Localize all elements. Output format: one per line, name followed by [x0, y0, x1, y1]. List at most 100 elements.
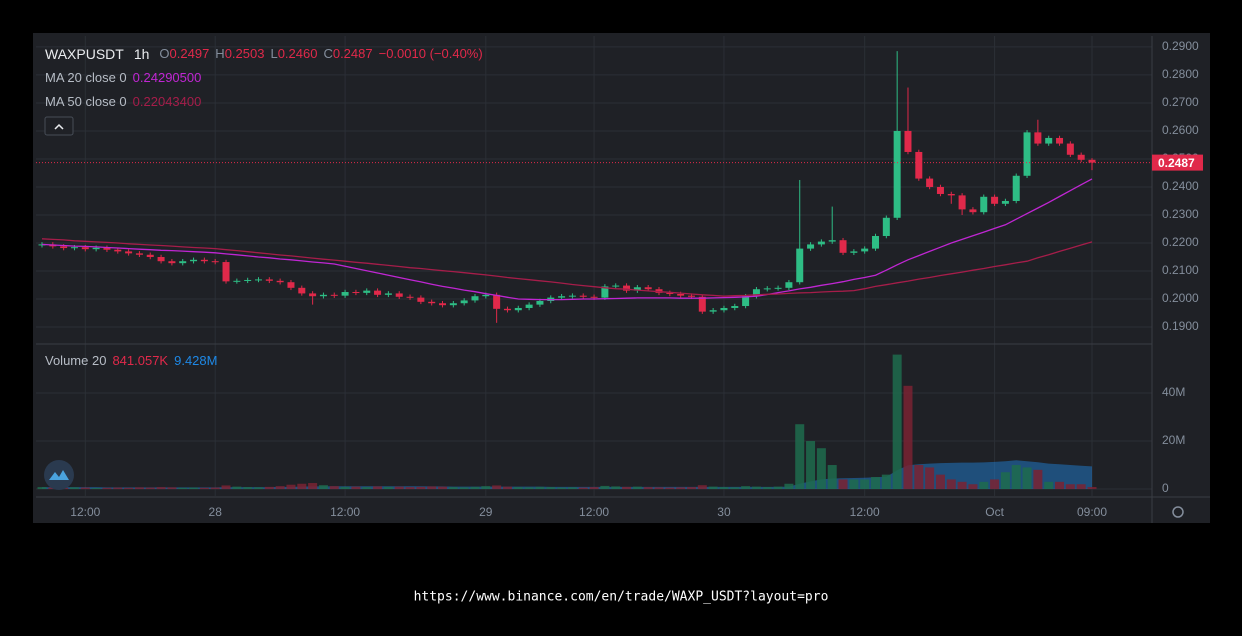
volume-bar — [979, 481, 989, 490]
candle-body — [60, 246, 68, 249]
interval: 1h — [134, 46, 150, 62]
volume-bar — [871, 477, 881, 490]
y-tick-label: 0.2600 — [1162, 123, 1199, 137]
candle-body — [861, 248, 869, 252]
candle-body — [135, 253, 143, 255]
candle-body — [309, 293, 317, 297]
volume-bar — [654, 487, 664, 490]
volume-bar — [860, 479, 870, 490]
settings-button[interactable] — [1172, 506, 1184, 518]
volume-bar — [686, 487, 696, 490]
candle-body — [980, 196, 988, 213]
volume-bar — [1065, 484, 1075, 490]
candle-body — [276, 280, 284, 283]
volume-bar — [589, 487, 599, 490]
volume-bar — [1087, 487, 1097, 490]
volume-bar — [37, 487, 47, 490]
volume-bar — [362, 487, 372, 490]
candle-body — [200, 259, 208, 262]
volume-bar — [914, 465, 924, 490]
candle-body — [1012, 175, 1020, 201]
plot — [36, 51, 1152, 490]
candle-body — [969, 209, 977, 213]
volume-bar — [1033, 469, 1043, 490]
candle-body — [731, 306, 739, 308]
volume-bar — [990, 479, 1000, 490]
candle-body — [1034, 132, 1042, 144]
candle-body — [363, 290, 371, 293]
volume-bar — [308, 483, 318, 490]
volume-bar — [210, 487, 220, 490]
legend-value: 841.057K — [112, 353, 168, 368]
volume-bar — [719, 487, 729, 490]
collapse-button[interactable] — [44, 116, 74, 136]
candle-body — [601, 286, 609, 298]
candle-body — [687, 295, 695, 297]
candle-body — [374, 290, 382, 295]
volume-bar — [470, 486, 480, 490]
ma-line — [41, 178, 1093, 301]
candle-body — [796, 248, 804, 283]
volume-bar — [502, 486, 512, 490]
candle-body — [254, 279, 262, 281]
logo — [44, 460, 74, 490]
candle-body — [774, 287, 782, 289]
y-tick-label: 0.2000 — [1162, 291, 1199, 305]
x-tick-label: 29 — [479, 505, 493, 519]
volume-bar — [795, 424, 805, 490]
volume-bar — [1055, 481, 1065, 490]
candle-body — [222, 262, 230, 282]
last-price-label: 0.2487 — [1158, 156, 1195, 170]
candle-body — [579, 295, 587, 297]
candle-body — [503, 308, 511, 311]
readout-value: 0.2460 — [278, 46, 318, 61]
readout-label: C — [323, 46, 332, 61]
legend-volume: Volume 20 841.057K 9.428M — [45, 353, 217, 368]
candle-body — [763, 288, 771, 290]
candle-body — [460, 300, 468, 304]
candle-body — [125, 251, 133, 254]
candle-body — [817, 241, 825, 245]
ma-line — [41, 238, 1093, 297]
symbol: WAXPUSDT — [45, 46, 124, 62]
candle-body — [244, 279, 252, 281]
candle-body — [81, 247, 89, 250]
legend-label: Volume 20 — [45, 353, 106, 368]
volume-bar — [416, 486, 426, 490]
candle-body — [482, 294, 490, 297]
volume-bar — [459, 487, 469, 490]
volume-bar — [297, 483, 307, 490]
x-tick-label: 12:00 — [330, 505, 360, 519]
candle-body — [1088, 159, 1096, 163]
candle-body — [352, 292, 360, 294]
candle-body — [926, 178, 934, 187]
candle-body — [168, 261, 176, 264]
legend-ma20: MA 20 close 0 0.24290500 — [45, 70, 201, 85]
volume-bar — [773, 486, 783, 490]
candle-body — [991, 196, 999, 204]
candle-body — [677, 293, 685, 296]
logo-shape — [49, 470, 69, 480]
y-tick-label: 0.2200 — [1162, 235, 1199, 249]
legend-value: 0.22043400 — [133, 94, 202, 109]
candle-body — [514, 307, 522, 311]
volume-bar — [957, 481, 967, 490]
candle-body — [720, 307, 728, 311]
candle-body — [70, 247, 78, 249]
candle-body — [265, 279, 273, 281]
gear-icon[interactable] — [1172, 506, 1184, 518]
y-tick-label: 0.2400 — [1162, 179, 1199, 193]
y-tick-label: 0.2700 — [1162, 95, 1199, 109]
volume-bar — [557, 487, 567, 490]
volume-bar — [232, 486, 242, 490]
readout-label: O — [159, 46, 169, 61]
volume-bar — [697, 485, 707, 490]
volume-bar — [903, 385, 913, 490]
volume-bar — [405, 487, 415, 490]
candle-body — [904, 130, 912, 152]
candle-body — [449, 303, 457, 306]
volume-bar — [816, 448, 826, 490]
candle-body — [1001, 200, 1009, 204]
volume-bar — [946, 479, 956, 490]
